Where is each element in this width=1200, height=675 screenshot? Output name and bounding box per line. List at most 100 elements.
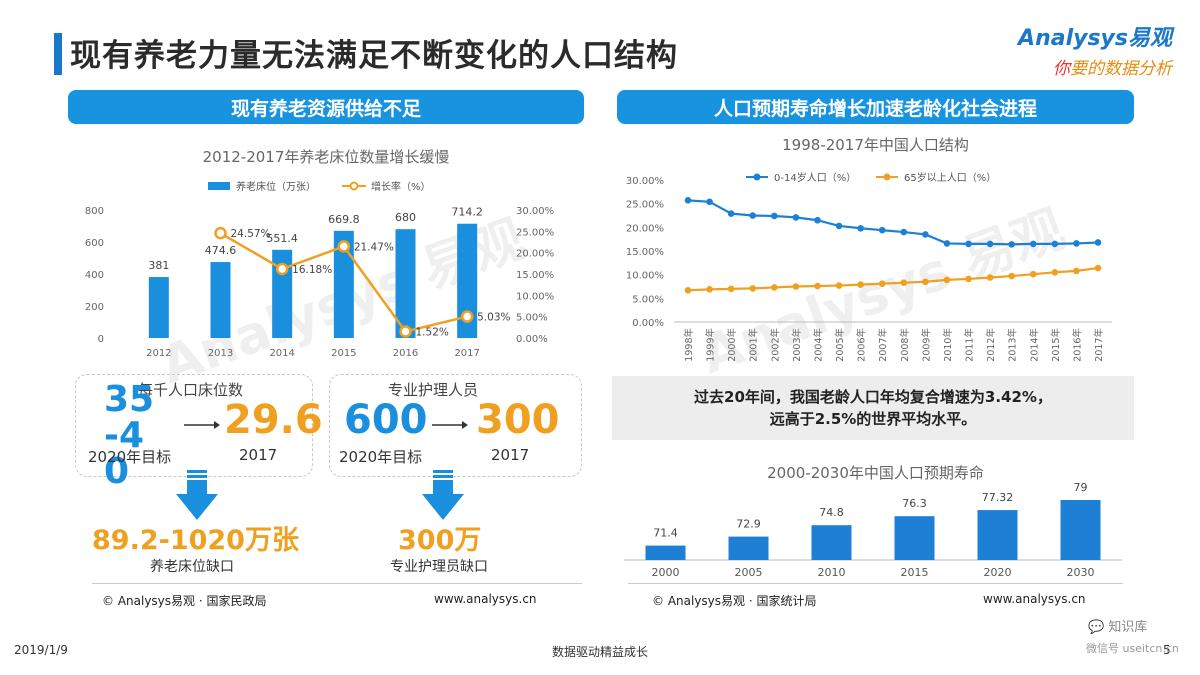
y-tick-label: 5.00% (632, 294, 664, 305)
y2-tick-label: 10.00% (516, 291, 554, 302)
x-tick-label: 2020 (984, 566, 1012, 579)
y-tick-label: 800 (85, 206, 104, 217)
arrow-right-icon (432, 421, 468, 429)
x-tick-label: 2010 (818, 566, 846, 579)
series-point (1051, 240, 1059, 248)
brand-name: Analysys易观 (1018, 26, 1172, 51)
x-tick-label: 2016年 (1071, 328, 1083, 362)
kpi-nurses-actual: 300 (476, 397, 560, 443)
y2-tick-label: 5.00% (516, 313, 548, 324)
series-point (771, 284, 778, 291)
bar-beds (333, 230, 354, 338)
series-point (986, 240, 994, 248)
series-point (1094, 239, 1102, 246)
series-point (684, 286, 692, 294)
series-point (965, 275, 972, 283)
x-tick-label: 2012 (146, 348, 171, 359)
x-tick-label: 2009年 (920, 328, 932, 362)
series-point (792, 283, 800, 290)
right-footer-divider (628, 583, 1123, 584)
series-point (1073, 267, 1080, 275)
series-point (1094, 264, 1102, 272)
x-tick-label: 2013年 (1007, 328, 1019, 362)
bar-beds (210, 262, 231, 338)
series-point (1029, 240, 1037, 248)
y-tick-label: 600 (85, 238, 104, 249)
series-point (878, 280, 886, 287)
growth-value-label: 16.18% (292, 264, 332, 276)
bar-life (1060, 500, 1101, 560)
nurse-gap-label: 专业护理员缺口 (390, 559, 488, 575)
x-tick-label: 2000年 (726, 328, 738, 362)
x-tick-label: 2005年 (834, 328, 846, 362)
bar-value-label: 76.3 (902, 497, 927, 510)
series-point (1008, 241, 1015, 248)
series-point (814, 216, 821, 224)
y2-tick-label: 30.00% (516, 206, 554, 217)
y2-tick-label: 25.00% (516, 227, 554, 238)
wechat-watermark-sub: 微信号 useitcn.cn (1086, 642, 1179, 655)
series-point (749, 212, 757, 219)
title-accent-bar (54, 33, 62, 75)
series-point (922, 278, 929, 286)
wechat-watermark-text: 知识库 (1108, 620, 1148, 635)
series-point (1008, 272, 1015, 280)
growth-value-label: 5.03% (477, 312, 510, 324)
series-point (835, 282, 843, 289)
series-point (857, 224, 864, 232)
x-tick-label: 2001年 (748, 328, 760, 362)
bar-life (728, 536, 769, 560)
series-point (943, 240, 951, 247)
kpi-beds-target-label: 2020年目标 (88, 448, 172, 466)
brand-slogan: 你要的数据分析 (1018, 54, 1172, 79)
growth-value-label: 21.47% (354, 241, 394, 253)
bar-value-label: 79 (1074, 481, 1088, 494)
series-point (814, 282, 821, 290)
x-tick-label: 2006年 (856, 328, 868, 362)
legend-label-beds: 养老床位（万张） (236, 180, 316, 193)
insight-line-2: 远高于2.5%的世界平均水平。 (769, 410, 977, 428)
bar-life (894, 516, 935, 560)
bar-beds (395, 229, 416, 338)
bar-beds (457, 223, 478, 338)
kpi-beds-target: 35-40 (104, 379, 155, 492)
x-tick-label: 2030 (1067, 566, 1095, 579)
x-tick-label: 2005 (735, 566, 763, 579)
x-tick-label: 2008年 (899, 328, 911, 362)
x-tick-label: 2011年 (964, 328, 976, 362)
series-point (986, 274, 994, 281)
series-point (727, 210, 735, 217)
x-tick-label: 2014年 (1028, 328, 1040, 362)
growth-point (214, 226, 227, 240)
x-tick-label: 1999年 (705, 328, 717, 362)
page-title: 现有养老力量无法满足不断变化的人口结构 (70, 38, 678, 74)
series-point (749, 285, 757, 292)
page-tagline: 数据驱动精益成长 (551, 645, 648, 659)
kpi-beds-head: 每千人口床位数 (138, 381, 244, 399)
y-tick-label: 30.00% (626, 176, 664, 187)
bar-value-label: 714.2 (451, 206, 483, 219)
bar-beds (148, 277, 169, 338)
y-tick-label: 0.00% (632, 318, 664, 329)
bar-value-label: 72.9 (736, 518, 761, 531)
x-tick-label: 1998年 (683, 328, 695, 362)
growth-point (275, 262, 289, 276)
x-tick-label: 2000 (652, 566, 680, 579)
growth-value-label: 1.52% (416, 327, 449, 339)
series-point (922, 231, 929, 238)
bed-gap-label: 养老床位缺口 (150, 559, 234, 575)
growth-value-label: 24.57% (231, 228, 271, 240)
down-arrow-icon (422, 470, 464, 520)
legend-label-growth: 增长率（%） (371, 180, 431, 193)
x-tick-label: 2012年 (985, 328, 997, 362)
y-tick-label: 15.00% (626, 247, 664, 258)
y2-tick-label: 15.00% (516, 270, 554, 281)
x-tick-label: 2017 (454, 348, 479, 359)
legend-marker (883, 173, 891, 181)
legend-marker (753, 173, 761, 181)
life-expectancy-chart: 71.4 2000 72.9 2005 74.8 2010 76.3 2015 77.32 202… (624, 481, 1122, 579)
x-tick-label: 2015 (901, 566, 929, 579)
legend-label: 0-14岁人口（%） (774, 171, 856, 184)
right-url: www.analysys.cn (983, 592, 1086, 606)
nurse-gap-value: 300万 (398, 525, 482, 556)
